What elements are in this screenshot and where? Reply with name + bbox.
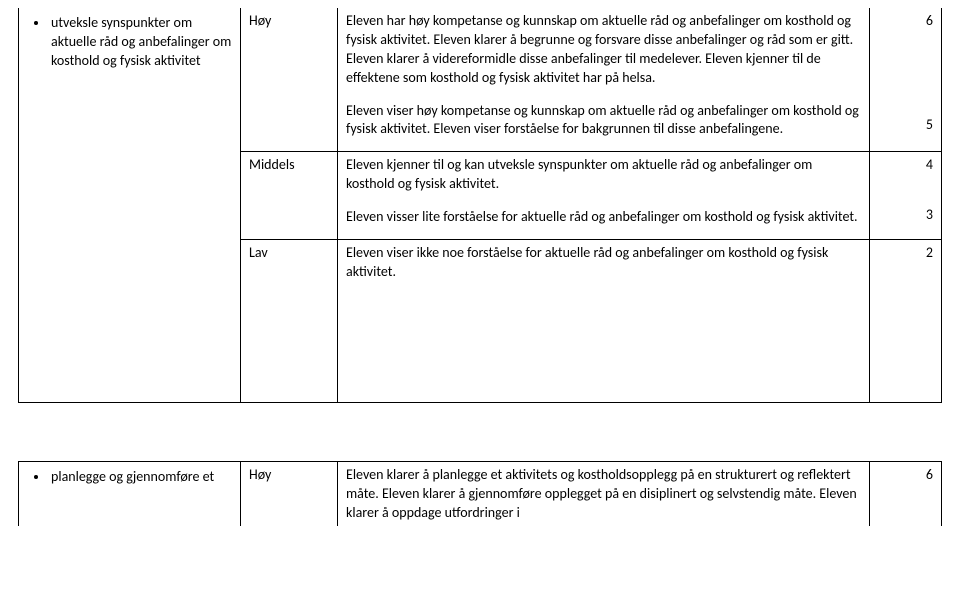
score-cell-middels: 4 3 — [870, 152, 942, 240]
level-cell-hoy: Høy — [241, 8, 338, 152]
desc-hoy-p1: Eleven har høy kompetanse og kunnskap om… — [346, 12, 861, 88]
goal-cell-2: planlegge og gjennomføre et — [19, 461, 241, 526]
score-hoy2-6: 6 — [878, 466, 933, 485]
desc-cell-lav: Eleven viser ikke noe forståelse for akt… — [338, 240, 870, 294]
page: utveksle synspunkter om aktuelle råd og … — [0, 0, 960, 609]
level-cell-lav: Lav — [241, 240, 338, 294]
goal-cell-blank-1 — [19, 152, 241, 240]
goal-bullet-2: planlegge og gjennomføre et — [49, 468, 232, 487]
row-spacer — [19, 294, 942, 403]
score-middels-4: 4 — [878, 156, 933, 192]
goal-cell-blank-2 — [19, 240, 241, 294]
score-cell-hoy-2: 6 — [870, 461, 942, 526]
goal-cell-1: utveksle synspunkter om aktuelle råd og … — [19, 8, 241, 152]
score-hoy-5: 5 — [878, 116, 933, 135]
rubric-table-2: planlegge og gjennomføre et Høy Eleven k… — [18, 461, 942, 527]
row-hoy-2: planlegge og gjennomføre et Høy Eleven k… — [19, 461, 942, 526]
score-lav-2: 2 — [878, 244, 933, 263]
score-cell-hoy: 6 5 — [870, 8, 942, 152]
level-cell-middels: Middels — [241, 152, 338, 240]
desc-lav-p1: Eleven viser ikke noe forståelse for akt… — [346, 244, 861, 282]
row-middels: Middels Eleven kjenner til og kan utveks… — [19, 152, 942, 240]
goal-list-2: planlegge og gjennomføre et — [27, 468, 232, 487]
desc-hoy2-p1: Eleven klarer å planlegge et aktivitets … — [346, 466, 861, 523]
desc-cell-hoy: Eleven har høy kompetanse og kunnskap om… — [338, 8, 870, 152]
desc-middels-p1: Eleven kjenner til og kan utveksle synsp… — [346, 156, 861, 194]
desc-cell-hoy-2: Eleven klarer å planlegge et aktivitets … — [338, 461, 870, 526]
score-cell-lav: 2 — [870, 240, 942, 294]
desc-cell-middels: Eleven kjenner til og kan utveksle synsp… — [338, 152, 870, 240]
desc-hoy-p2: Eleven viser høy kompetanse og kunnskap … — [346, 102, 861, 140]
rubric-table-1: utveksle synspunkter om aktuelle råd og … — [18, 8, 942, 403]
score-hoy-6: 6 — [878, 12, 933, 102]
table-gap — [18, 403, 942, 461]
desc-cell-blank — [338, 294, 870, 403]
goal-cell-blank-3 — [19, 294, 241, 403]
level-cell-hoy-2: Høy — [241, 461, 338, 526]
goal-list-1: utveksle synspunkter om aktuelle råd og … — [27, 14, 232, 71]
row-hoy: utveksle synspunkter om aktuelle råd og … — [19, 8, 942, 152]
level-cell-blank — [241, 294, 338, 403]
score-middels-3: 3 — [878, 206, 933, 225]
goal-bullet-1: utveksle synspunkter om aktuelle råd og … — [49, 14, 232, 71]
row-lav: Lav Eleven viser ikke noe forståelse for… — [19, 240, 942, 294]
desc-middels-p2: Eleven visser lite forståelse for aktuel… — [346, 208, 861, 227]
score-cell-blank — [870, 294, 942, 403]
